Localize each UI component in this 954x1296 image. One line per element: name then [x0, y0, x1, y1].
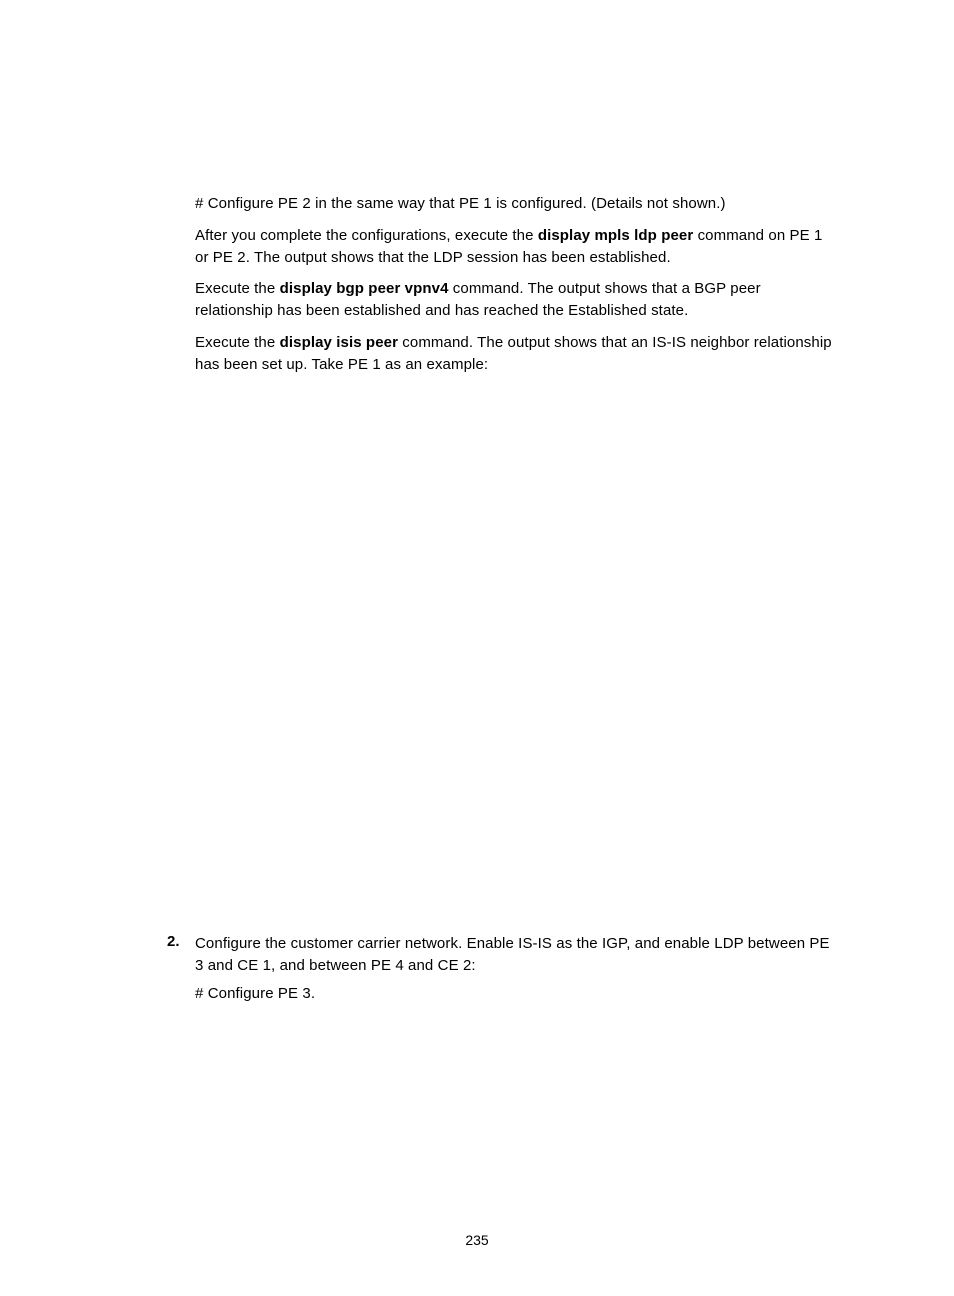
step-body: Configure the customer carrier network. …	[195, 933, 832, 1010]
paragraph-configure-pe2: # Configure PE 2 in the same way that PE…	[195, 193, 832, 215]
paragraph-bgp-peer: Execute the display bgp peer vpnv4 comma…	[195, 278, 832, 322]
paragraph-isis-peer: Execute the display isis peer command. T…	[195, 332, 832, 376]
step-instruction: Configure the customer carrier network. …	[195, 933, 832, 977]
numbered-step-2: 2. Configure the customer carrier networ…	[195, 933, 832, 1010]
command-display-mpls-ldp-peer: display mpls ldp peer	[538, 227, 693, 244]
step-number: 2.	[167, 933, 195, 950]
page-number: 235	[0, 1232, 954, 1248]
paragraph-ldp-peer: After you complete the configurations, e…	[195, 225, 832, 269]
step-configure-pe3: # Configure PE 3.	[195, 983, 832, 1005]
command-display-isis-peer: display isis peer	[280, 334, 398, 351]
text-fragment: Execute the	[195, 280, 280, 297]
command-display-bgp-peer-vpnv4: display bgp peer vpnv4	[280, 280, 449, 297]
text-fragment: After you complete the configurations, e…	[195, 227, 538, 244]
document-page: # Configure PE 2 in the same way that PE…	[0, 0, 954, 1296]
text-fragment: Execute the	[195, 334, 280, 351]
